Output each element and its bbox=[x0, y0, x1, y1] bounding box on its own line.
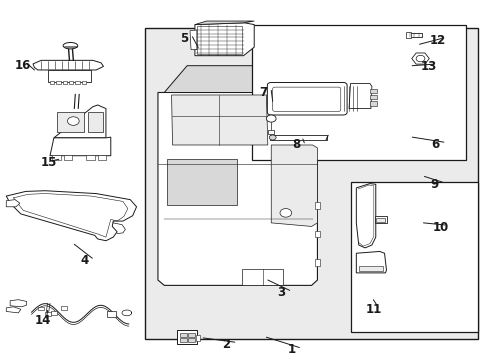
Bar bbox=[56, 81, 61, 84]
Bar bbox=[50, 81, 54, 84]
Polygon shape bbox=[312, 66, 339, 94]
Polygon shape bbox=[411, 53, 428, 64]
Text: 14: 14 bbox=[34, 314, 51, 327]
Bar bbox=[144, 28, 477, 339]
Polygon shape bbox=[6, 191, 136, 241]
Polygon shape bbox=[10, 300, 27, 307]
Bar bbox=[314, 231, 320, 237]
Bar bbox=[405, 32, 410, 38]
FancyBboxPatch shape bbox=[267, 82, 346, 115]
Circle shape bbox=[269, 135, 276, 140]
Polygon shape bbox=[190, 30, 197, 50]
Bar bbox=[188, 338, 195, 342]
Bar bbox=[61, 306, 66, 310]
Bar bbox=[177, 330, 197, 343]
Bar bbox=[52, 155, 61, 160]
Polygon shape bbox=[33, 60, 103, 70]
Text: 7: 7 bbox=[259, 86, 266, 99]
Circle shape bbox=[67, 117, 79, 125]
Polygon shape bbox=[195, 21, 254, 24]
Text: 10: 10 bbox=[432, 221, 448, 234]
Bar bbox=[196, 336, 200, 341]
Polygon shape bbox=[6, 307, 21, 313]
Text: 13: 13 bbox=[420, 60, 436, 73]
Bar bbox=[369, 95, 376, 99]
Bar bbox=[351, 182, 477, 332]
Text: 11: 11 bbox=[366, 303, 382, 316]
Bar bbox=[314, 259, 320, 266]
Polygon shape bbox=[50, 137, 111, 156]
Bar bbox=[98, 155, 106, 160]
Bar bbox=[197, 26, 242, 54]
Text: 5: 5 bbox=[180, 32, 188, 45]
Polygon shape bbox=[171, 95, 267, 145]
Bar bbox=[314, 202, 320, 208]
Bar bbox=[107, 311, 116, 317]
Bar bbox=[88, 112, 102, 132]
Bar bbox=[369, 102, 376, 106]
Text: 2: 2 bbox=[222, 338, 230, 351]
Polygon shape bbox=[6, 200, 20, 207]
Circle shape bbox=[280, 208, 291, 217]
Bar bbox=[180, 338, 186, 342]
Bar bbox=[44, 312, 51, 316]
Text: 9: 9 bbox=[429, 178, 438, 191]
Bar bbox=[375, 217, 384, 222]
Text: 15: 15 bbox=[40, 156, 57, 169]
Bar bbox=[62, 81, 67, 84]
Text: 12: 12 bbox=[428, 34, 445, 47]
Circle shape bbox=[415, 55, 424, 62]
Polygon shape bbox=[195, 23, 254, 56]
Bar bbox=[47, 70, 91, 82]
Text: 16: 16 bbox=[15, 59, 31, 72]
Bar bbox=[63, 155, 72, 160]
Polygon shape bbox=[54, 105, 106, 138]
Bar bbox=[166, 158, 237, 205]
Bar bbox=[242, 269, 283, 285]
Text: 3: 3 bbox=[277, 286, 285, 299]
Circle shape bbox=[266, 115, 276, 122]
Bar bbox=[188, 333, 195, 337]
Bar bbox=[51, 311, 57, 315]
Polygon shape bbox=[348, 84, 371, 109]
Ellipse shape bbox=[63, 42, 78, 49]
Bar bbox=[180, 333, 186, 337]
Polygon shape bbox=[158, 93, 317, 285]
Bar bbox=[81, 81, 86, 84]
Text: 8: 8 bbox=[291, 139, 300, 152]
Bar bbox=[38, 307, 44, 310]
Polygon shape bbox=[356, 184, 375, 248]
Bar bbox=[268, 130, 274, 134]
Bar bbox=[57, 112, 84, 132]
Bar bbox=[69, 81, 73, 84]
Bar bbox=[75, 81, 80, 84]
Bar bbox=[269, 135, 326, 140]
Bar bbox=[374, 216, 386, 223]
Bar bbox=[251, 24, 465, 160]
Polygon shape bbox=[271, 145, 317, 226]
Text: 4: 4 bbox=[80, 254, 88, 267]
Text: 1: 1 bbox=[287, 343, 295, 356]
Polygon shape bbox=[358, 266, 382, 271]
Bar bbox=[369, 89, 376, 93]
Polygon shape bbox=[164, 66, 339, 93]
Bar bbox=[86, 155, 95, 160]
Bar bbox=[408, 33, 422, 37]
Text: 6: 6 bbox=[431, 138, 439, 151]
Polygon shape bbox=[356, 251, 386, 273]
